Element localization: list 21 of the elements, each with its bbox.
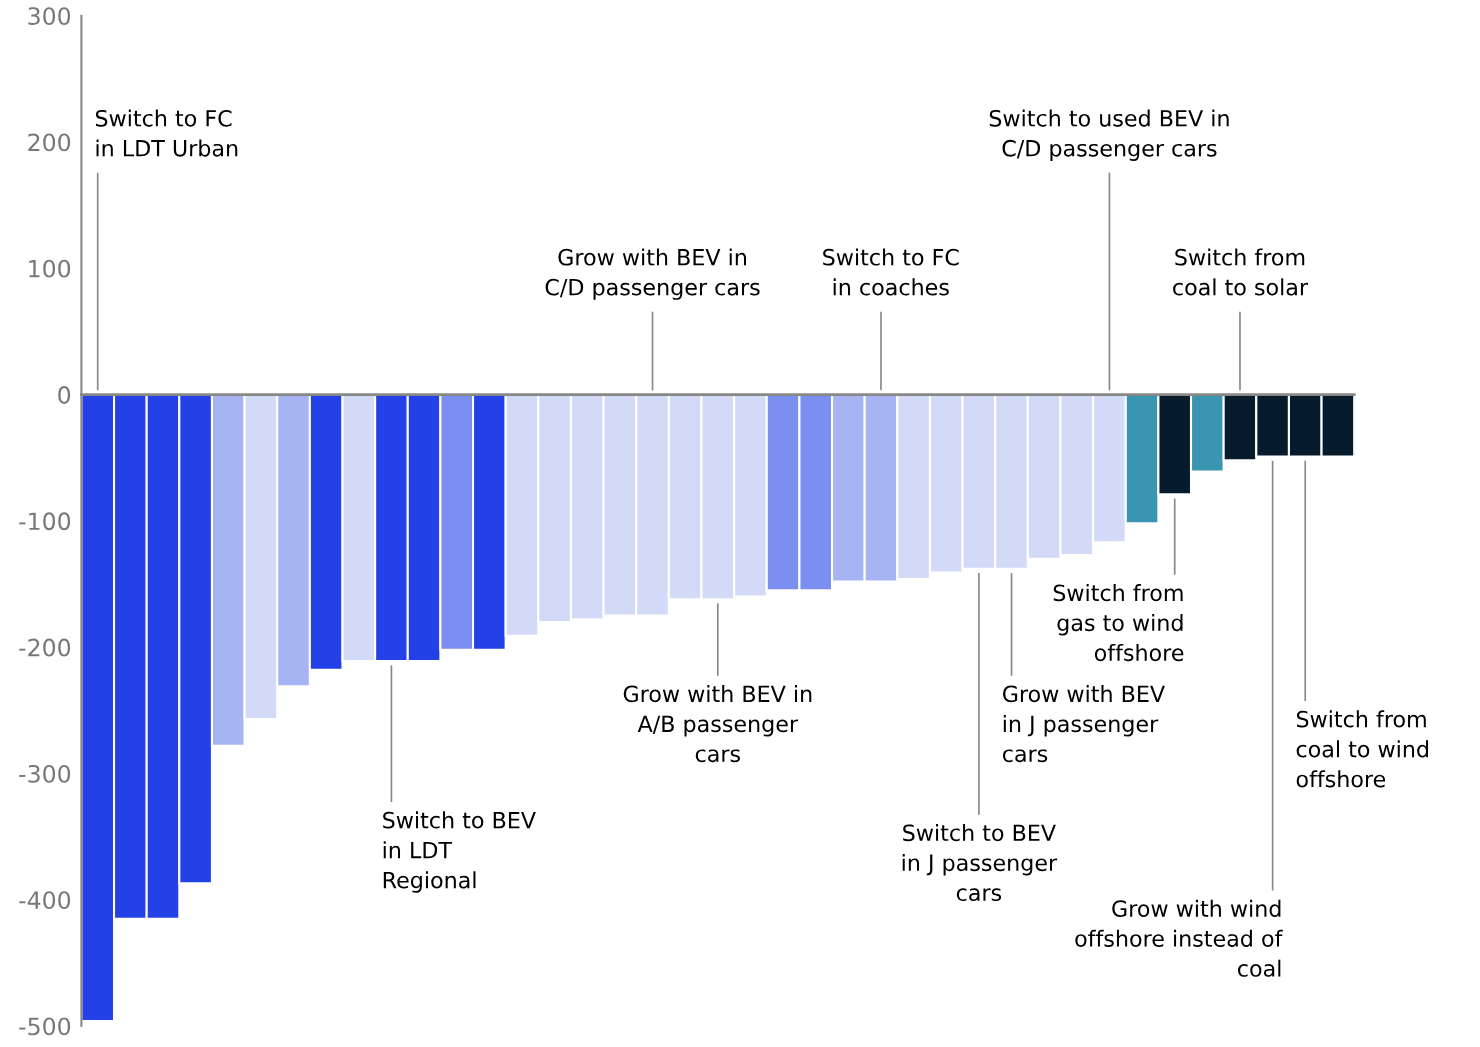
y-tick-label: -300 — [19, 764, 71, 783]
annotation: Grow with BEV in A/B passenger cars — [623, 685, 812, 763]
y-tick-label: -100 — [19, 512, 71, 531]
y-tick-label: 0 — [58, 386, 71, 404]
y-tick-label: 300 — [28, 7, 71, 26]
y-tick-label: 200 — [28, 133, 71, 152]
annotation: Switch to BEV in LDT Regional — [383, 811, 536, 893]
y-tick-label: 100 — [29, 259, 71, 278]
annotation: Switch from coal to wind offshore — [1296, 710, 1429, 788]
annotation: Switch to FC in coaches — [823, 248, 959, 296]
annotation: Grow with BEV in C/D passenger cars — [545, 248, 760, 300]
annotation: Grow with BEV in J passenger cars — [1002, 685, 1165, 763]
y-tick-label: -500 — [19, 1017, 71, 1036]
annotation: Switch to BEV in J passenger cars — [902, 823, 1058, 902]
y-tick-label: -200 — [19, 638, 71, 657]
annotation: Switch to FC in LDT Urban — [95, 109, 238, 157]
annotation: Switch to used BEV in C/D passenger cars — [989, 109, 1229, 161]
annotation: Switch from gas to wind offshore — [1053, 584, 1184, 662]
annotation: Switch from coal to solar — [1173, 248, 1309, 296]
y-tick-label: -400 — [19, 891, 71, 910]
annotation: Grow with wind offshore instead of coal — [1075, 899, 1283, 977]
